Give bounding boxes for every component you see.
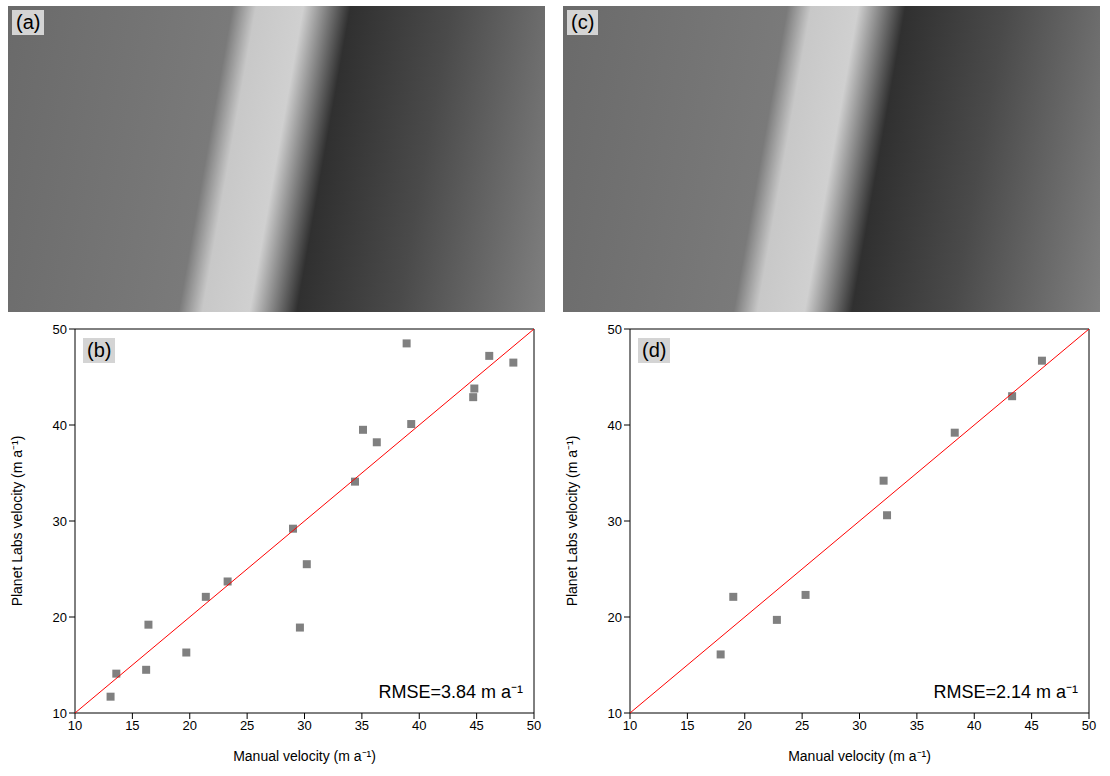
svg-text:50: 50 bbox=[527, 718, 541, 733]
svg-text:40: 40 bbox=[53, 418, 67, 433]
svg-text:40: 40 bbox=[967, 718, 981, 733]
svg-text:35: 35 bbox=[910, 718, 924, 733]
svg-text:20: 20 bbox=[53, 610, 67, 625]
svg-text:20: 20 bbox=[183, 718, 197, 733]
svg-text:25: 25 bbox=[795, 718, 809, 733]
svg-text:45: 45 bbox=[1024, 718, 1038, 733]
svg-text:15: 15 bbox=[680, 718, 694, 733]
svg-text:30: 30 bbox=[608, 514, 622, 529]
svg-text:10: 10 bbox=[623, 718, 637, 733]
html-text:(c): (c) bbox=[571, 11, 595, 33]
svg-text:35: 35 bbox=[355, 718, 369, 733]
svg-text:Planet Labs velocity (m a⁻¹): Planet Labs velocity (m a⁻¹) bbox=[564, 436, 580, 607]
svg-text:50: 50 bbox=[608, 322, 622, 337]
svg-text:40: 40 bbox=[412, 718, 426, 733]
svg-text:Planet Labs velocity (m a⁻¹): Planet Labs velocity (m a⁻¹) bbox=[9, 436, 25, 607]
svg-text:Manual velocity (m a⁻¹): Manual velocity (m a⁻¹) bbox=[233, 748, 376, 764]
svg-text:50: 50 bbox=[53, 322, 67, 337]
html-text:(a): (a) bbox=[16, 11, 41, 33]
svg-text:45: 45 bbox=[469, 718, 483, 733]
html-text:(b): (b) bbox=[87, 339, 112, 361]
svg-text:25: 25 bbox=[240, 718, 254, 733]
svg-text:10: 10 bbox=[68, 718, 82, 733]
svg-text:40: 40 bbox=[608, 418, 622, 433]
svg-text:20: 20 bbox=[608, 610, 622, 625]
html-text:RMSE=2.14 m a⁻¹: RMSE=2.14 m a⁻¹ bbox=[933, 682, 1078, 702]
svg-text:20: 20 bbox=[738, 718, 752, 733]
html-text:RMSE=3.84 m a⁻¹: RMSE=3.84 m a⁻¹ bbox=[378, 682, 523, 702]
svg-text:30: 30 bbox=[852, 718, 866, 733]
svg-text:10: 10 bbox=[53, 706, 67, 721]
html-text:(d): (d) bbox=[642, 339, 667, 361]
svg-text:15: 15 bbox=[125, 718, 139, 733]
svg-text:30: 30 bbox=[53, 514, 67, 529]
svg-text:50: 50 bbox=[1082, 718, 1096, 733]
svg-text:Manual velocity (m a⁻¹): Manual velocity (m a⁻¹) bbox=[788, 748, 931, 764]
svg-text:30: 30 bbox=[297, 718, 311, 733]
svg-text:10: 10 bbox=[608, 706, 622, 721]
